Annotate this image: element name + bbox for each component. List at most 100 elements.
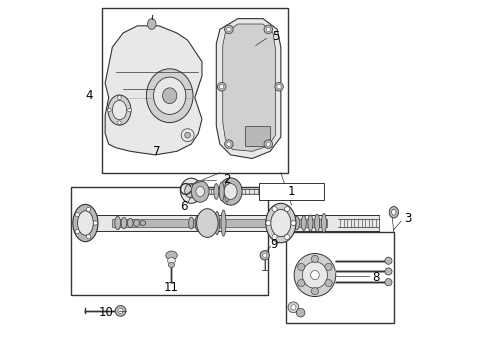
Ellipse shape xyxy=(266,221,271,226)
Ellipse shape xyxy=(163,88,177,104)
Ellipse shape xyxy=(325,264,332,271)
Ellipse shape xyxy=(385,257,392,264)
Ellipse shape xyxy=(153,77,186,114)
Ellipse shape xyxy=(214,184,219,199)
Ellipse shape xyxy=(115,306,126,316)
Ellipse shape xyxy=(224,181,230,202)
Ellipse shape xyxy=(180,178,202,203)
Text: 5: 5 xyxy=(272,30,279,43)
Ellipse shape xyxy=(219,182,224,201)
Ellipse shape xyxy=(221,210,226,236)
Ellipse shape xyxy=(311,255,318,262)
Text: 9: 9 xyxy=(270,238,277,251)
Ellipse shape xyxy=(266,27,270,32)
Text: 3: 3 xyxy=(405,212,412,225)
Ellipse shape xyxy=(264,140,272,148)
Ellipse shape xyxy=(272,207,277,212)
Ellipse shape xyxy=(227,142,231,146)
Ellipse shape xyxy=(118,121,122,125)
Ellipse shape xyxy=(298,264,305,271)
Ellipse shape xyxy=(321,213,326,233)
Ellipse shape xyxy=(208,213,213,233)
Ellipse shape xyxy=(308,215,313,231)
Polygon shape xyxy=(223,24,275,151)
Text: 6: 6 xyxy=(180,201,188,213)
Ellipse shape xyxy=(301,216,306,230)
Ellipse shape xyxy=(218,82,226,91)
Ellipse shape xyxy=(277,85,281,89)
Ellipse shape xyxy=(185,184,197,198)
Ellipse shape xyxy=(219,178,242,205)
Ellipse shape xyxy=(215,211,220,235)
Ellipse shape xyxy=(108,108,111,112)
Ellipse shape xyxy=(392,210,396,215)
Ellipse shape xyxy=(108,95,131,125)
Ellipse shape xyxy=(147,69,193,123)
Ellipse shape xyxy=(168,262,175,267)
FancyBboxPatch shape xyxy=(245,126,270,146)
Ellipse shape xyxy=(271,210,291,237)
Ellipse shape xyxy=(227,27,231,32)
Ellipse shape xyxy=(86,234,91,239)
Ellipse shape xyxy=(224,184,237,199)
Ellipse shape xyxy=(75,212,79,217)
FancyBboxPatch shape xyxy=(112,219,327,228)
Ellipse shape xyxy=(191,181,209,202)
Ellipse shape xyxy=(201,214,207,232)
Ellipse shape xyxy=(315,214,319,232)
Ellipse shape xyxy=(266,203,296,243)
Text: 7: 7 xyxy=(153,145,161,158)
Ellipse shape xyxy=(325,279,332,287)
Ellipse shape xyxy=(285,207,290,212)
Text: 2: 2 xyxy=(223,173,231,186)
Ellipse shape xyxy=(73,204,98,242)
Ellipse shape xyxy=(118,309,123,314)
Ellipse shape xyxy=(140,221,146,225)
Ellipse shape xyxy=(168,257,175,264)
Ellipse shape xyxy=(260,251,270,260)
Text: 4: 4 xyxy=(85,89,93,102)
Ellipse shape xyxy=(311,288,318,295)
Text: 1: 1 xyxy=(288,185,295,198)
Ellipse shape xyxy=(86,207,91,212)
Ellipse shape xyxy=(264,25,272,34)
Ellipse shape xyxy=(294,216,299,230)
Ellipse shape xyxy=(224,140,233,148)
FancyBboxPatch shape xyxy=(259,183,324,200)
Ellipse shape xyxy=(189,217,194,229)
Ellipse shape xyxy=(166,251,177,260)
Ellipse shape xyxy=(77,211,93,235)
Ellipse shape xyxy=(93,221,98,225)
Ellipse shape xyxy=(147,19,156,30)
Ellipse shape xyxy=(272,234,277,239)
Ellipse shape xyxy=(298,279,305,287)
Text: 11: 11 xyxy=(164,281,179,294)
Ellipse shape xyxy=(311,270,319,280)
Ellipse shape xyxy=(266,142,270,146)
Ellipse shape xyxy=(285,234,290,239)
Ellipse shape xyxy=(302,262,327,288)
Polygon shape xyxy=(216,19,281,158)
Ellipse shape xyxy=(385,268,392,275)
Ellipse shape xyxy=(134,220,139,226)
Ellipse shape xyxy=(275,82,283,91)
Text: 8: 8 xyxy=(372,271,380,284)
Ellipse shape xyxy=(224,25,233,34)
Ellipse shape xyxy=(220,85,224,89)
Ellipse shape xyxy=(127,219,133,228)
FancyBboxPatch shape xyxy=(85,215,379,231)
Ellipse shape xyxy=(385,279,392,286)
Ellipse shape xyxy=(115,216,121,230)
Ellipse shape xyxy=(196,209,218,237)
Ellipse shape xyxy=(75,229,79,234)
Ellipse shape xyxy=(288,302,299,313)
Ellipse shape xyxy=(196,186,204,197)
Ellipse shape xyxy=(181,129,194,141)
Polygon shape xyxy=(105,26,202,155)
Ellipse shape xyxy=(296,309,305,317)
FancyBboxPatch shape xyxy=(286,232,394,323)
Ellipse shape xyxy=(195,216,200,230)
Ellipse shape xyxy=(294,253,336,297)
Ellipse shape xyxy=(112,100,126,120)
Ellipse shape xyxy=(291,221,296,226)
